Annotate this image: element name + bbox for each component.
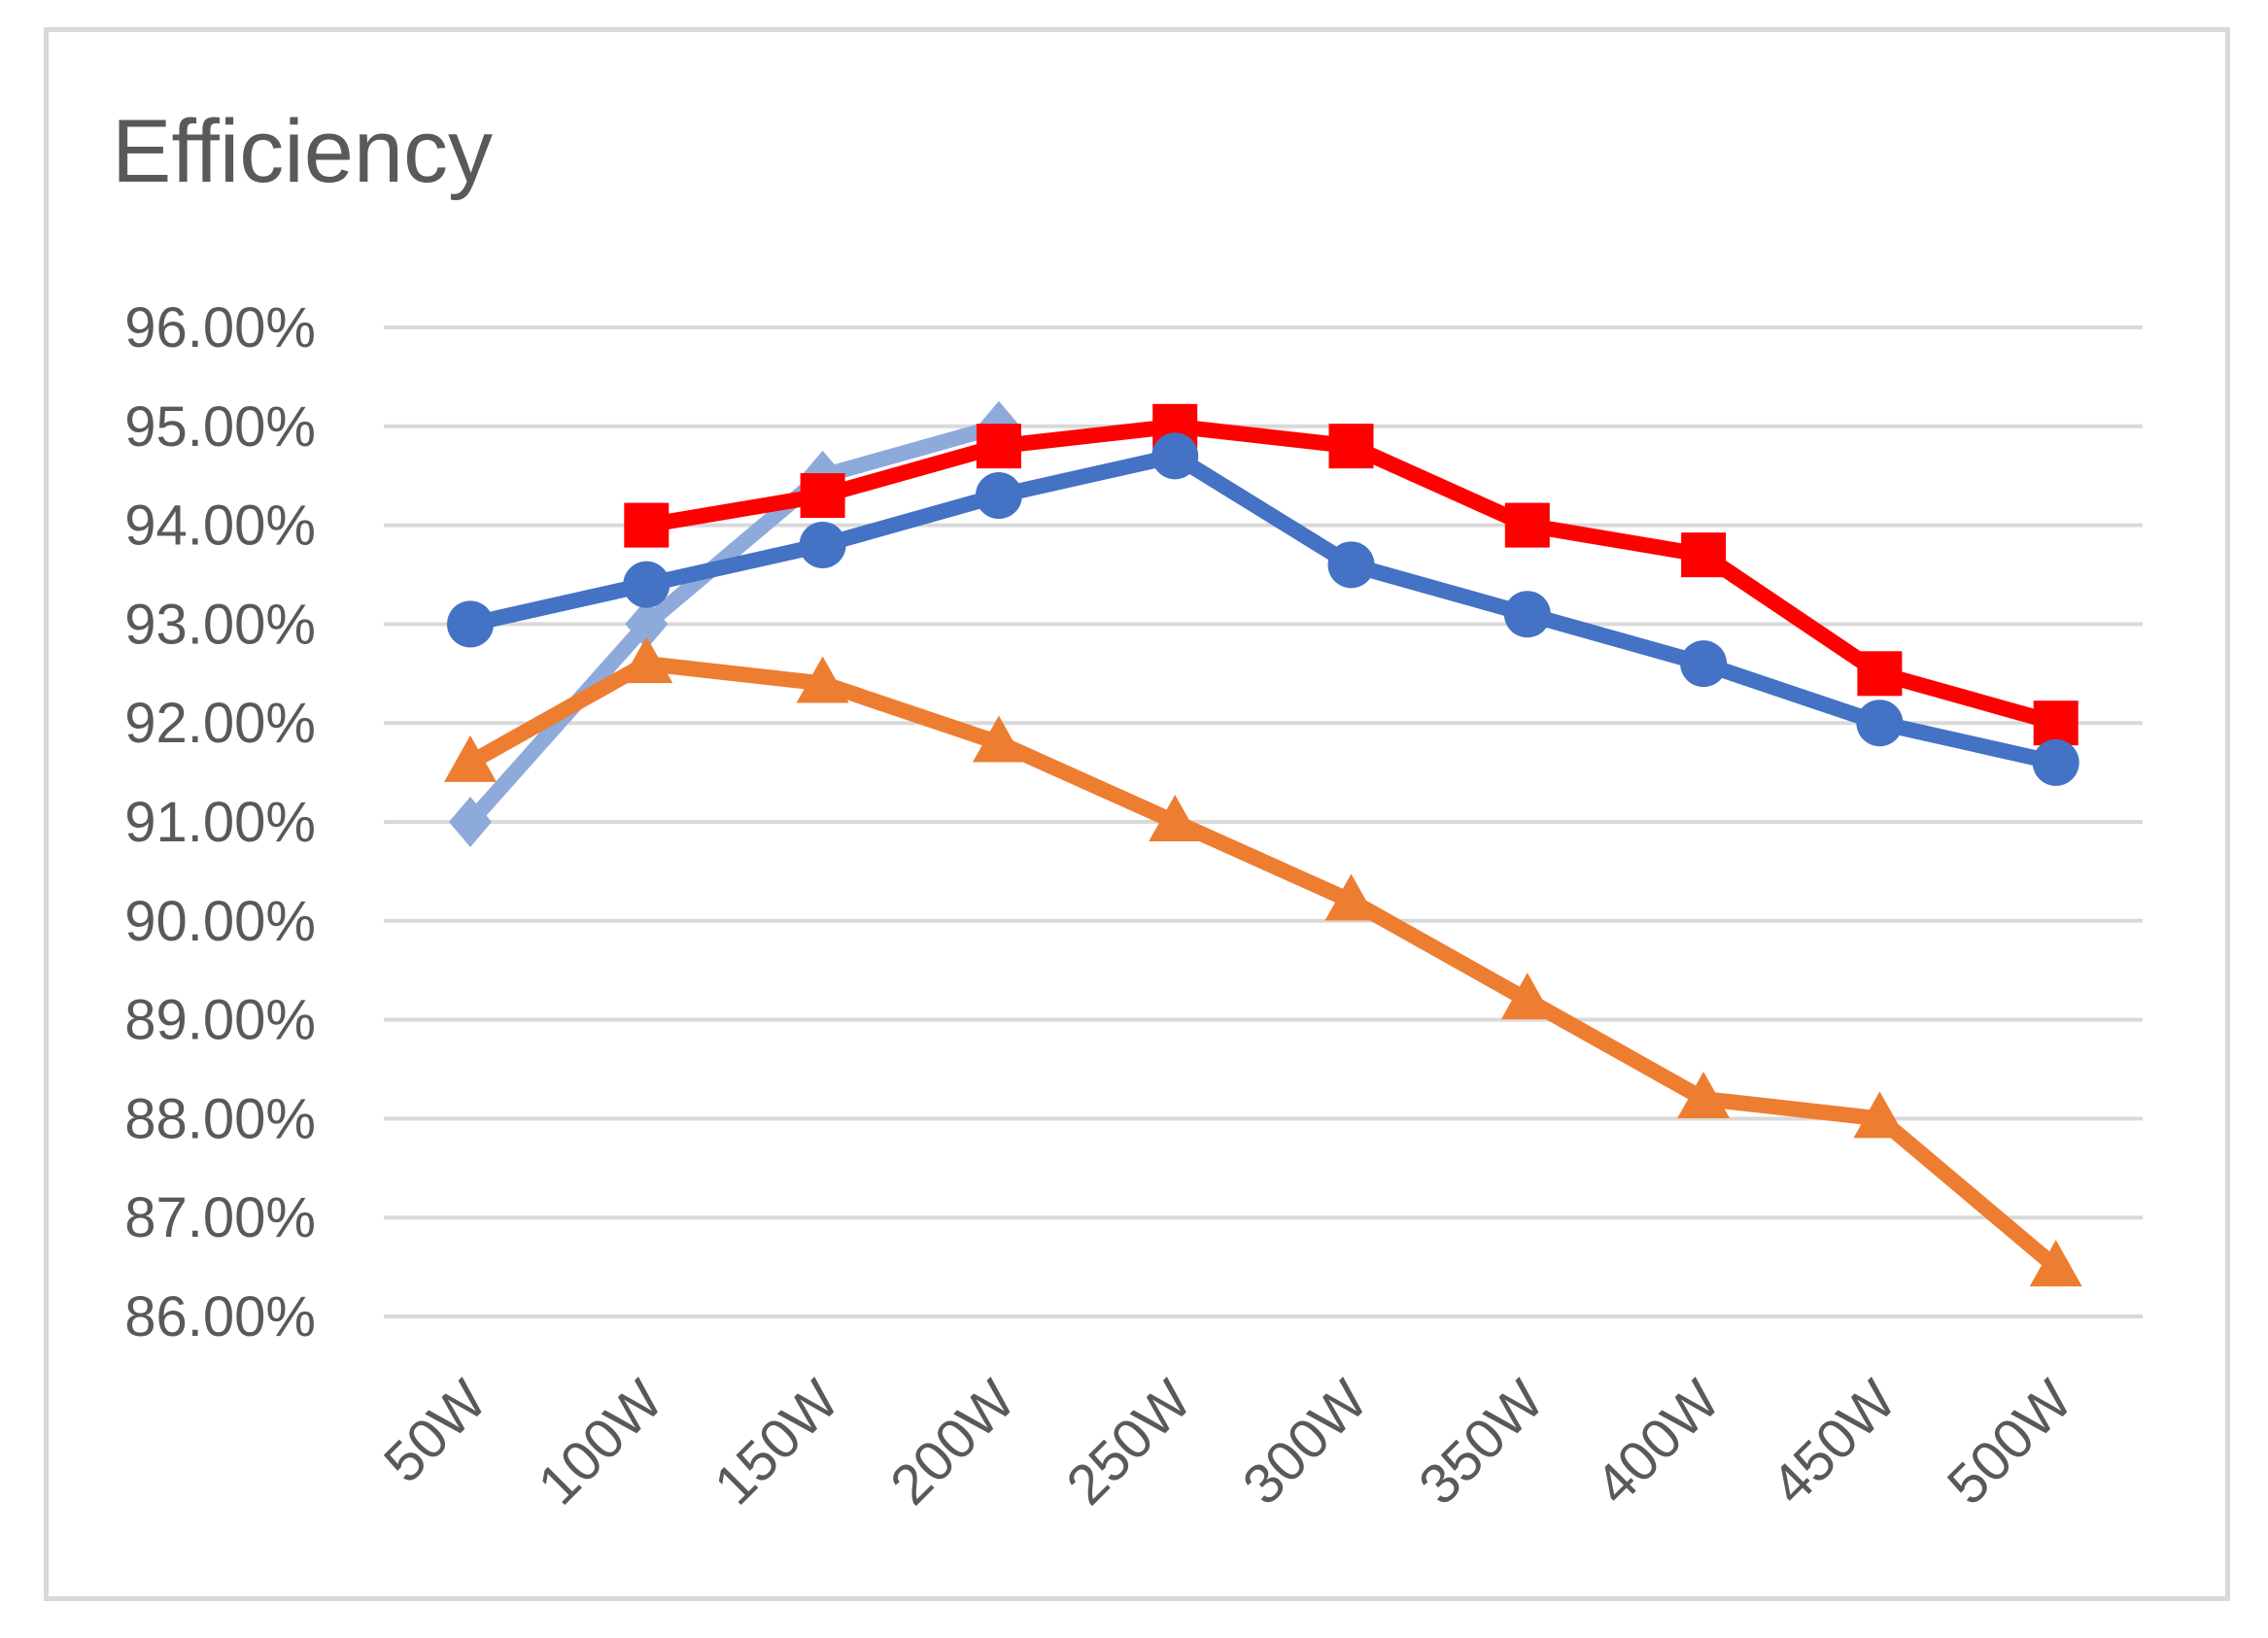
data-point-circle <box>447 600 494 648</box>
x-tick-label: 400W <box>1583 1368 1732 1517</box>
y-tick-label: 88.00% <box>124 1087 316 1150</box>
y-tick-label: 92.00% <box>124 692 316 755</box>
data-point-circle <box>799 521 846 568</box>
data-point-square <box>624 502 670 548</box>
series-line <box>463 656 2064 1276</box>
y-tick-label: 90.00% <box>124 890 316 953</box>
data-point-circle <box>1327 541 1375 589</box>
series-layer <box>444 400 2082 1287</box>
data-point-square <box>800 473 845 519</box>
data-point-triangle <box>1324 873 1378 921</box>
y-tick-label: 95.00% <box>124 395 316 459</box>
y-tick-label: 94.00% <box>124 495 316 558</box>
x-axis-ticks: 50W 100W 150W 200W 250W 300W 350W 400W 450W 500W <box>372 1368 2084 1517</box>
data-point-triangle <box>1677 1072 1731 1119</box>
data-point-triangle <box>1853 1091 1907 1139</box>
data-point-triangle <box>1500 973 1554 1020</box>
x-tick-label: 150W <box>703 1368 851 1517</box>
data-point-square <box>1857 651 1903 697</box>
series-triangle <box>444 636 2082 1287</box>
y-tick-label: 86.00% <box>124 1285 316 1348</box>
chart-area <box>44 27 2230 1601</box>
data-point-triangle <box>1149 795 1202 841</box>
data-point-diamond <box>449 797 492 847</box>
y-tick-label: 96.00% <box>124 296 316 359</box>
y-tick-label: 89.00% <box>124 989 316 1052</box>
data-point-triangle <box>796 656 849 703</box>
data-point-triangle <box>444 734 497 782</box>
data-point-circle <box>975 472 1022 520</box>
data-point-triangle <box>972 715 1025 763</box>
data-point-circle <box>1680 640 1728 688</box>
data-point-square <box>1504 502 1550 548</box>
x-tick-label: 250W <box>1054 1368 1203 1517</box>
data-point-circle <box>1856 700 1904 747</box>
chart-title: Efficiency <box>112 102 494 201</box>
data-point-square <box>976 424 1021 469</box>
series-circle <box>447 432 2079 786</box>
data-point-circle <box>2032 738 2079 786</box>
data-point-square <box>1328 424 1374 469</box>
data-point-square <box>1681 532 1727 578</box>
data-point-square <box>2033 700 2079 746</box>
data-point-triangle <box>2029 1240 2082 1287</box>
data-point-triangle <box>620 636 673 684</box>
x-tick-label: 450W <box>1759 1368 1907 1517</box>
y-tick-label: 87.00% <box>124 1186 316 1249</box>
data-point-circle <box>623 561 670 608</box>
x-tick-label: 50W <box>372 1368 498 1494</box>
series-line <box>463 448 2064 770</box>
y-tick-label: 93.00% <box>124 593 316 656</box>
data-point-circle <box>1503 591 1551 638</box>
x-tick-label: 300W <box>1231 1368 1380 1517</box>
x-tick-label: 100W <box>526 1368 674 1517</box>
x-tick-label: 500W <box>1936 1368 2084 1517</box>
gridlines <box>384 325 2143 1318</box>
data-point-circle <box>1151 432 1199 480</box>
data-point-diamond <box>625 598 669 650</box>
x-tick-label: 350W <box>1407 1368 1556 1517</box>
series-line <box>463 418 1007 830</box>
x-tick-label: 200W <box>878 1368 1027 1517</box>
y-axis-ticks: 86.00% 87.00% 88.00% 89.00% 90.00% 91.00% 92.0… <box>124 296 316 1348</box>
y-tick-label: 91.00% <box>124 791 316 854</box>
